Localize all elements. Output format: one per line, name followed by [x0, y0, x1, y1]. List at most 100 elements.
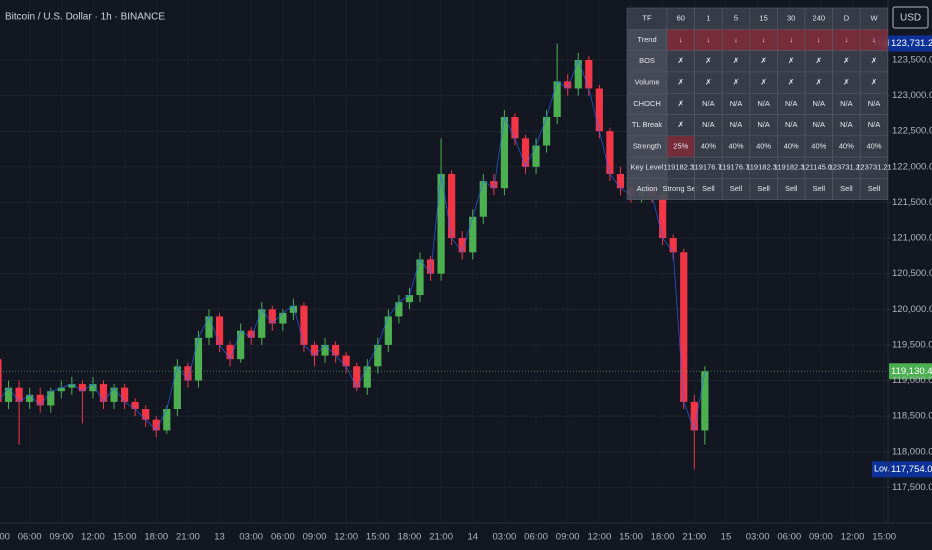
y-tick-label: 123,000.00 — [892, 90, 932, 101]
candle-body — [258, 309, 266, 338]
table-text: N/A — [757, 99, 770, 108]
table-text: Key Level — [631, 163, 664, 172]
candle-body — [47, 391, 55, 406]
x-tick-label: 06:00 — [777, 532, 801, 543]
table-text: ✗ — [788, 78, 794, 87]
y-tick-label: 121,500.00 — [892, 197, 932, 208]
candle-body — [15, 387, 23, 402]
table-text: N/A — [702, 99, 715, 108]
candle-body — [184, 366, 192, 381]
candle-body — [564, 81, 572, 89]
table-text: ↓ — [845, 35, 849, 44]
candle-body — [363, 366, 371, 388]
y-tick-label: 122,000.00 — [892, 161, 932, 172]
table-header: TF — [642, 14, 652, 23]
x-tick-label: 03:00 — [239, 532, 263, 543]
y-tick-label: 117,500.00 — [892, 482, 932, 493]
candle-body — [532, 145, 540, 167]
table-header: 30 — [787, 14, 795, 23]
table-text: ✗ — [871, 56, 877, 65]
table-text: N/A — [813, 120, 826, 129]
y-tick-label: 120,500.00 — [892, 268, 932, 279]
chart-title: Bitcoin / U.S. Dollar · 1h · BINANCE — [5, 12, 165, 23]
close-line — [0, 58, 706, 432]
candle-body — [121, 387, 129, 402]
table-text: 25% — [673, 141, 688, 150]
table-text: 123731.21 — [829, 163, 864, 172]
x-tick-label: 15:00 — [366, 532, 390, 543]
table-text: ✗ — [843, 78, 849, 87]
x-tick-label: 18:00 — [144, 532, 168, 543]
candle-body — [521, 138, 530, 167]
table-header: 15 — [759, 14, 767, 23]
x-tick-label: 09:00 — [556, 532, 580, 543]
candle-body — [247, 330, 255, 338]
candle-body — [500, 116, 508, 189]
x-tick-label: 12:00 — [841, 532, 865, 543]
price-label-box — [889, 35, 932, 52]
y-tick-label: 120,000.00 — [892, 304, 932, 315]
table-text: 40% — [784, 141, 799, 150]
candle-body — [332, 344, 340, 356]
table-text: CHOCH — [633, 99, 661, 108]
axes: 117,500.00 118,000.00 118,500.00 119,000.00… — [0, 55, 932, 543]
currency[interactable]: USD — [900, 13, 921, 24]
overlay: High123,731.21119,130.45Low117,754.01 — [0, 35, 932, 478]
x-tick-label: 03:00 — [746, 532, 770, 543]
table-text: 40% — [866, 141, 881, 150]
table-text: ✗ — [733, 56, 739, 65]
table-text: N/A — [813, 99, 826, 108]
table-text: ✗ — [760, 56, 766, 65]
table-text: N/A — [840, 120, 853, 129]
x-tick-label: 15:00 — [872, 532, 896, 543]
candle-body — [701, 371, 709, 431]
table-text: ↓ — [707, 35, 711, 44]
candle-body — [89, 384, 97, 392]
candle-body — [110, 387, 118, 402]
table-text: Sell — [785, 184, 798, 193]
candle-body — [595, 88, 603, 132]
table-text: ↓ — [789, 35, 793, 44]
candle-body — [36, 394, 44, 406]
table-text: ✗ — [760, 78, 766, 87]
candle-body — [0, 359, 2, 402]
candle-body — [659, 195, 667, 239]
candle-body — [490, 181, 498, 189]
table-header: 5 — [734, 14, 738, 23]
x-tick-label: 06:00 — [271, 532, 295, 543]
x-tick-label: 03:00 — [493, 532, 517, 543]
table-header: 240 — [813, 14, 826, 23]
table-text: ✗ — [678, 78, 684, 87]
candle-body — [279, 312, 287, 324]
table-text: Strength — [633, 141, 661, 150]
table-text: ✗ — [871, 78, 877, 87]
candle-body — [142, 409, 150, 420]
table-text: ✗ — [816, 56, 822, 65]
table-text: Sell — [813, 184, 826, 193]
candle-body — [215, 316, 224, 345]
currency-box[interactable] — [892, 6, 929, 29]
candle-body — [68, 384, 76, 388]
table-text: ✗ — [705, 78, 711, 87]
table-text: ↓ — [762, 35, 766, 44]
price-label: 117,754.01 — [891, 464, 932, 475]
table-text: 40% — [728, 141, 743, 150]
y-tick-label: 119,000.00 — [892, 375, 932, 386]
candle-body — [321, 344, 329, 356]
candle-body — [26, 394, 34, 402]
table-text: 121145.02 — [801, 163, 836, 172]
candle-body — [416, 259, 424, 296]
candle-body — [669, 238, 677, 253]
candle-body — [289, 305, 297, 313]
candle-body — [353, 366, 361, 388]
x-tick-label: 12:00 — [334, 532, 358, 543]
price-label-box — [889, 363, 932, 380]
y-tick-label: 123,500.00 — [892, 55, 932, 66]
table-text: Action — [637, 184, 658, 193]
candle-body — [574, 59, 582, 89]
table-text: ✗ — [816, 78, 822, 87]
table-text: 123731.21 — [856, 163, 891, 172]
candle-body — [173, 366, 181, 410]
table-text: ↓ — [734, 35, 738, 44]
table-text: N/A — [702, 120, 715, 129]
